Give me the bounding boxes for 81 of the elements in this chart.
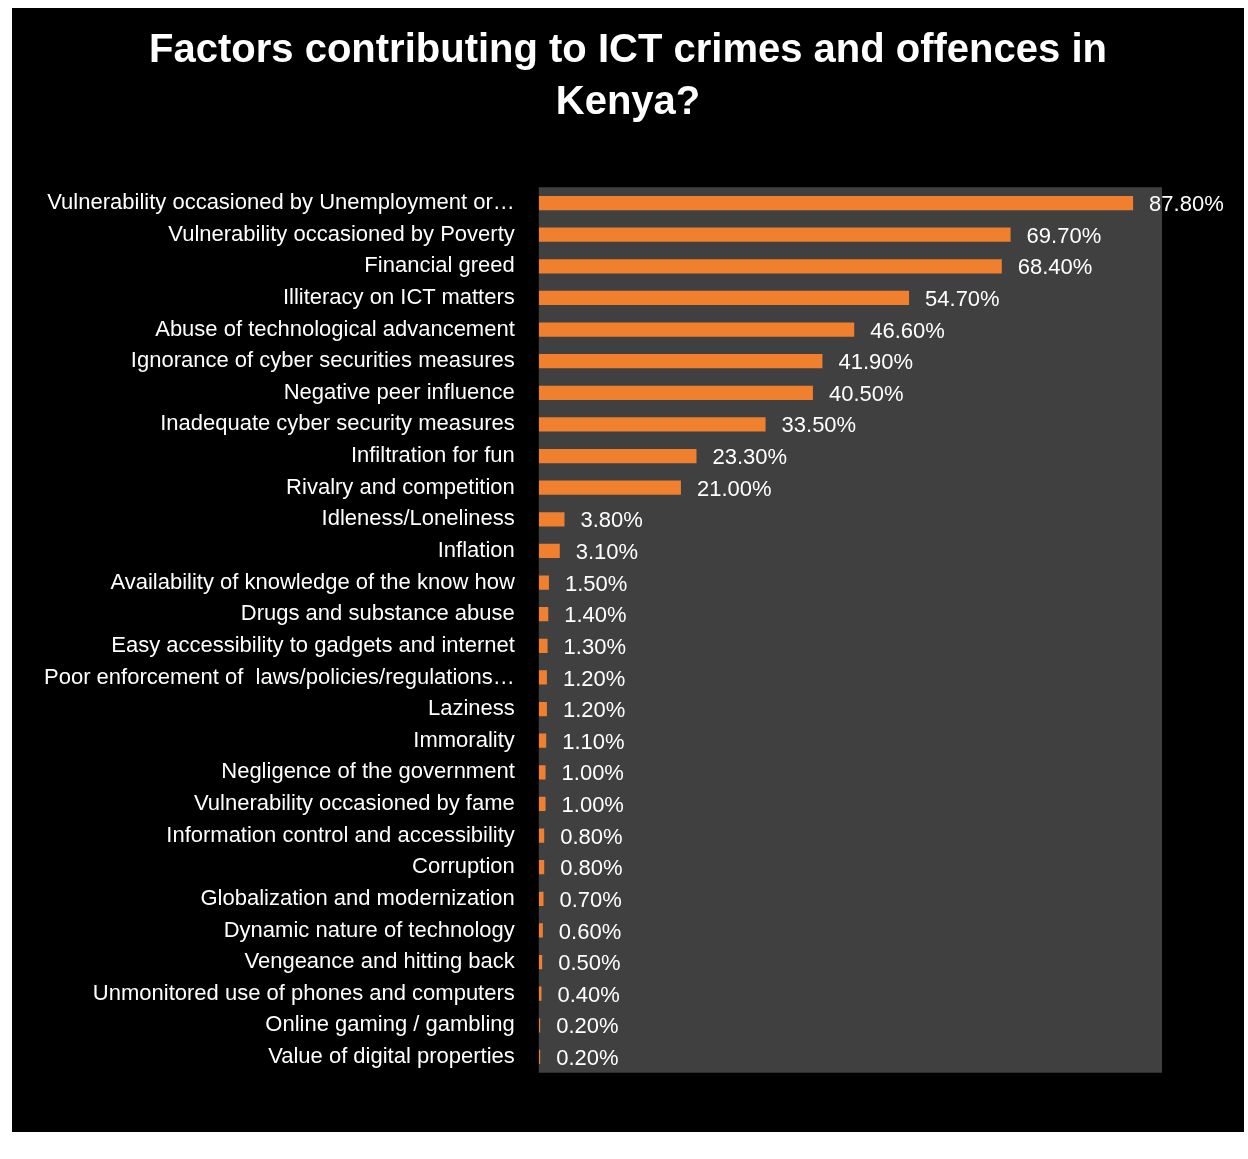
data-label: 0.60% bbox=[558, 918, 622, 944]
y-tick-label: Illiteracy on ICT matters bbox=[282, 283, 515, 309]
bar bbox=[538, 733, 547, 748]
y-tick-label: Unmonitored use of phones and computers bbox=[92, 979, 515, 1005]
y-tick-label: Drugs and substance abuse bbox=[240, 600, 515, 626]
bar bbox=[538, 290, 910, 306]
data-label: 33.50% bbox=[781, 412, 857, 438]
data-label: 69.70% bbox=[1026, 222, 1102, 248]
y-tick-label: Information control and accessibility bbox=[166, 821, 515, 847]
data-label: 1.20% bbox=[562, 665, 626, 691]
y-tick-label: Vulnerability occasioned by Unemployment or… bbox=[47, 189, 515, 215]
bar bbox=[538, 891, 544, 906]
y-tick-label: Negligence of the government bbox=[221, 758, 515, 784]
y-tick-label: Vulnerability occasioned by Poverty bbox=[168, 220, 515, 246]
data-label: 1.00% bbox=[561, 792, 624, 818]
bar bbox=[538, 227, 1011, 242]
bar bbox=[538, 195, 1134, 211]
y-tick-label: Value of digital properties bbox=[268, 1043, 515, 1069]
data-label: 54.70% bbox=[925, 285, 1000, 311]
chart-title: Factors contributing to ICT crimes and offences in Kenya? bbox=[148, 25, 1108, 124]
data-label: 1.10% bbox=[562, 728, 625, 754]
data-label: 1.30% bbox=[563, 633, 626, 659]
y-tick-label: Financial greed bbox=[364, 252, 515, 278]
bar bbox=[538, 543, 560, 559]
y-tick-label: Vengeance and hitting back bbox=[244, 948, 516, 974]
data-label: 46.60% bbox=[870, 317, 945, 343]
data-label: 0.70% bbox=[559, 886, 622, 912]
bar bbox=[538, 607, 549, 622]
data-label: 21.00% bbox=[696, 475, 772, 501]
data-label: 0.50% bbox=[558, 950, 621, 976]
data-label: 0.20% bbox=[556, 1045, 619, 1071]
data-label: 0.80% bbox=[560, 823, 623, 849]
data-label: 1.40% bbox=[564, 602, 627, 628]
data-label: 3.10% bbox=[575, 538, 639, 564]
y-tick-label: Availability of knowledge of the know how bbox=[110, 568, 515, 594]
bar bbox=[538, 385, 813, 400]
y-tick-label: Laziness bbox=[427, 695, 515, 721]
bar bbox=[538, 765, 546, 780]
bar bbox=[538, 575, 549, 590]
bar bbox=[538, 417, 766, 432]
bar bbox=[538, 322, 855, 337]
y-tick-label: Globalization and modernization bbox=[200, 884, 515, 910]
data-label: 87.80% bbox=[1149, 191, 1224, 217]
y-tick-label: Vulnerability occasioned by fame bbox=[193, 790, 515, 816]
data-label: 0.20% bbox=[556, 1013, 619, 1039]
y-tick-label: Dynamic nature of technology bbox=[223, 916, 515, 942]
y-tick-label: Ignorance of cyber securities measures bbox=[130, 347, 515, 373]
bar bbox=[538, 259, 1002, 274]
bar bbox=[538, 670, 547, 685]
bar bbox=[538, 448, 697, 464]
y-tick-label: Abuse of technological advancement bbox=[155, 315, 515, 341]
data-label: 1.50% bbox=[564, 570, 628, 596]
y-tick-label: Idleness/Loneliness bbox=[321, 505, 515, 531]
data-label: 1.00% bbox=[561, 760, 624, 786]
y-tick-label: Poor enforcement of laws/policies/regulations… bbox=[43, 663, 515, 689]
y-tick-label: Rivalry and competition bbox=[286, 473, 515, 499]
data-label: 1.20% bbox=[562, 697, 626, 723]
bar bbox=[538, 638, 548, 653]
y-tick-label: Inflation bbox=[437, 536, 515, 562]
bar bbox=[538, 796, 546, 812]
data-label: 23.30% bbox=[712, 444, 788, 470]
data-label: 0.80% bbox=[560, 855, 623, 881]
y-tick-label: Immorality bbox=[413, 726, 515, 752]
bar bbox=[538, 354, 823, 369]
data-label: 40.50% bbox=[828, 380, 904, 406]
data-label: 3.80% bbox=[580, 507, 643, 533]
y-tick-label: Online gaming / gambling bbox=[265, 1011, 515, 1037]
y-tick-label: Easy accessibility to gadgets and internet bbox=[111, 631, 515, 657]
y-tick-label: Corruption bbox=[412, 853, 515, 879]
data-label: 0.40% bbox=[557, 981, 620, 1007]
bar bbox=[538, 828, 545, 843]
y-tick-label: Inadequate cyber security measures bbox=[160, 410, 515, 436]
bar bbox=[538, 860, 545, 875]
bar bbox=[538, 923, 543, 938]
y-tick-label: Infiltration for fun bbox=[350, 442, 515, 468]
y-tick-label: Negative peer influence bbox=[283, 378, 515, 404]
data-label: 68.40% bbox=[1017, 254, 1093, 280]
bar bbox=[538, 480, 681, 495]
bar bbox=[538, 701, 547, 717]
bar bbox=[538, 512, 565, 527]
data-label: 41.90% bbox=[838, 349, 914, 375]
